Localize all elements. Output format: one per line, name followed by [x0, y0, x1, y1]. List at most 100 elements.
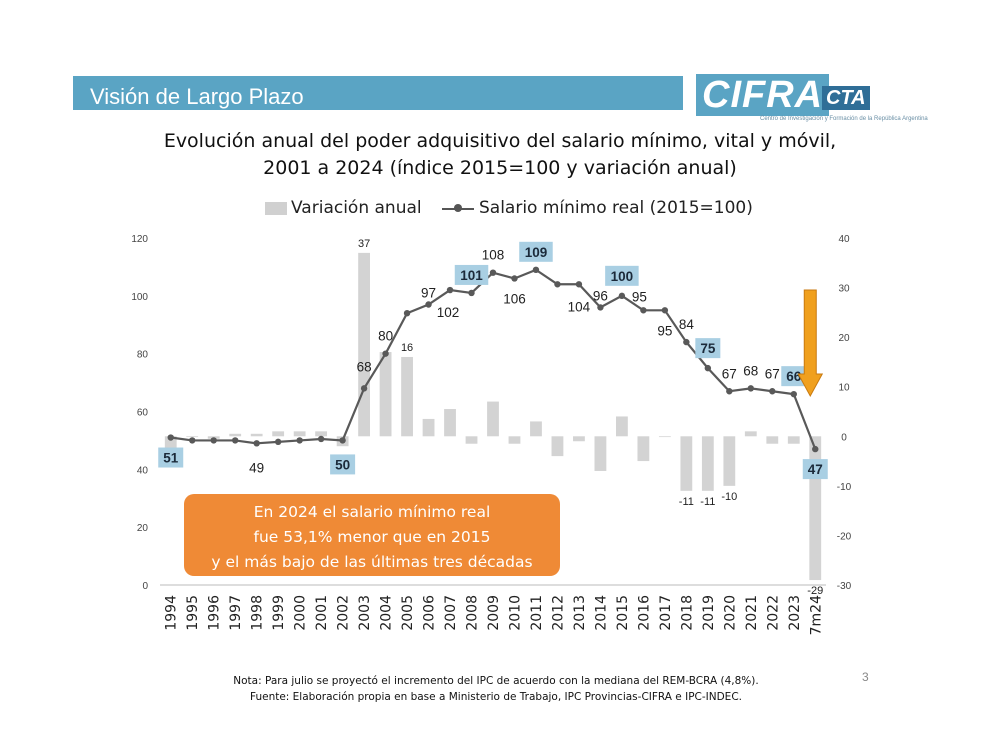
line-value-label: 108	[482, 248, 505, 263]
bar	[422, 418, 435, 437]
header-title: Visión de Largo Plazo	[90, 84, 304, 109]
x-tick-label: 2004	[379, 595, 395, 631]
right-axis-tick-label: -30	[837, 581, 852, 592]
logo-sub-text: CTA	[822, 86, 870, 110]
salary-marker	[167, 434, 174, 441]
bar	[744, 431, 757, 437]
x-tick-label: 2005	[400, 595, 416, 631]
line-value-label: 97	[421, 286, 436, 301]
line-value-label: 50	[335, 457, 350, 472]
bar	[637, 436, 650, 462]
legend-bar-label: Variación anual	[291, 198, 422, 218]
callout-box: En 2024 el salario mínimo real fue 53,1%…	[184, 494, 560, 576]
salary-marker	[790, 390, 797, 398]
bar	[401, 356, 413, 437]
bar	[787, 436, 800, 444]
x-tick-label: 2016	[636, 595, 652, 631]
left-axis-tick-label: 20	[137, 523, 149, 534]
x-tick-label: 2017	[658, 595, 674, 631]
bar	[594, 436, 607, 471]
left-axis-tick-label: 80	[137, 350, 149, 361]
line-label-box	[781, 366, 807, 387]
x-tick-label: 2021	[744, 595, 760, 631]
salary-marker	[640, 307, 647, 314]
bar	[250, 433, 263, 437]
bar	[358, 252, 371, 437]
salary-marker	[382, 350, 389, 357]
salary-marker	[597, 304, 604, 311]
line-value-label: 95	[632, 289, 647, 304]
bar-value-label: -10	[721, 491, 737, 503]
bar	[229, 433, 242, 437]
left-axis-tick-label: 0	[142, 581, 148, 592]
bar-value-label: -11	[679, 496, 694, 508]
x-tick-label: 2010	[507, 595, 523, 631]
bar-value-label: -11	[700, 496, 715, 508]
right-axis-tick-label: 30	[838, 284, 850, 295]
line-value-label: 109	[525, 245, 548, 260]
bar	[465, 436, 478, 444]
right-axis-tick-label: -10	[837, 482, 852, 493]
salary-marker	[446, 286, 454, 294]
bar	[573, 436, 585, 442]
bar	[809, 436, 822, 581]
x-tick-label: 2023	[787, 595, 803, 631]
bar	[272, 431, 285, 437]
line-value-label: 66	[786, 369, 802, 384]
line-label-box	[802, 459, 828, 480]
left-axis-tick-label: 40	[137, 465, 149, 476]
line-label-box	[158, 447, 184, 468]
x-tick-label: 7m24	[808, 595, 824, 635]
salary-marker	[554, 281, 561, 288]
salary-marker	[683, 338, 690, 346]
line-value-label: 104	[568, 299, 591, 314]
x-tick-label: 2018	[679, 595, 695, 631]
x-tick-label: 1997	[228, 595, 244, 631]
bar-value-label: 37	[358, 238, 370, 250]
x-tick-label: 2015	[615, 595, 631, 631]
line-value-label: 106	[503, 291, 526, 306]
bar-value-label: 16	[401, 342, 413, 354]
legend-line-marker	[454, 204, 462, 212]
line-value-label: 68	[357, 359, 372, 374]
x-tick-label: 2003	[357, 595, 373, 631]
x-tick-label: 1999	[271, 595, 287, 631]
line-value-label: 101	[460, 268, 483, 283]
right-axis-tick-label: 40	[838, 234, 850, 245]
salary-marker	[618, 292, 626, 300]
bar	[293, 431, 306, 437]
bar	[530, 421, 542, 437]
line-value-label: 47	[808, 462, 823, 477]
line-label-box	[454, 264, 489, 285]
bar	[444, 409, 456, 437]
line-value-label: 80	[378, 329, 393, 344]
line-value-label: 100	[611, 269, 634, 284]
right-axis-tick-label: 20	[838, 333, 850, 344]
salary-marker	[403, 309, 411, 317]
bar	[615, 416, 628, 437]
salary-marker	[425, 301, 432, 308]
salary-marker	[189, 437, 196, 444]
bar	[701, 436, 714, 491]
chart-title-line-2: 2001 a 2024 (índice 2015=100 y variación…	[263, 157, 737, 179]
x-tick-label: 2019	[701, 595, 717, 631]
x-tick-label: 1996	[207, 595, 223, 631]
chart-notes: Nota: Para julio se proyectó el incremen…	[0, 673, 992, 705]
line-value-label: 96	[593, 288, 608, 303]
salary-marker	[231, 437, 239, 444]
bar-value-label: -29	[807, 585, 823, 597]
legend-bar-swatch	[265, 202, 287, 215]
x-tick-label: 1994	[164, 595, 180, 631]
line-value-label: 49	[249, 460, 264, 475]
x-tick-label: 2000	[293, 595, 309, 631]
salary-marker	[339, 437, 346, 444]
line-value-label: 75	[700, 341, 716, 356]
chart-legend: Variación anual Salario mínimo real (201…	[0, 198, 992, 220]
bar	[164, 436, 177, 452]
x-tick-label: 2013	[572, 595, 588, 631]
right-axis-tick-label: -20	[837, 531, 852, 542]
header-bar	[73, 76, 683, 110]
bar	[766, 436, 779, 444]
logo-tagline: Centro de Investigación y Formación de l…	[760, 116, 928, 122]
